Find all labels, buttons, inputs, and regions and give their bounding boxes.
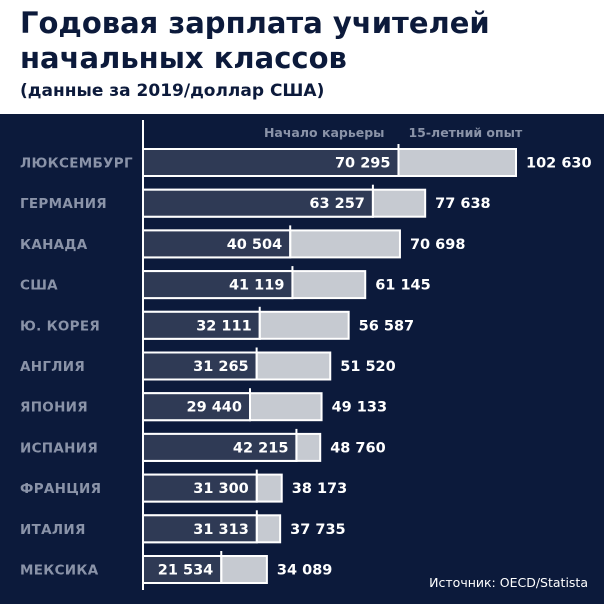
- value-label-start: 63 257: [309, 196, 365, 212]
- value-label-experience: 56 587: [359, 318, 415, 334]
- header: Годовая зарплата учителей начальных клас…: [0, 0, 604, 114]
- chart-panel: Начало карьеры 15-летний опыт ЛЮКСЕМБУРГ 70…: [0, 114, 604, 604]
- source-note: Источник: OECD/Statista: [429, 575, 588, 590]
- value-label-experience: 77 638: [435, 196, 491, 212]
- chart-title-line-1: Годовая зарплата учителей: [20, 6, 490, 40]
- value-label-start: 31 265: [193, 359, 249, 375]
- value-label-experience: 102 630: [526, 156, 592, 172]
- category-label: ЛЮКСЕМБУРГ: [20, 156, 133, 172]
- value-label-start: 31 300: [193, 481, 249, 497]
- legend-item-start: Начало карьеры: [264, 125, 385, 140]
- category-label: АНГЛИЯ: [20, 359, 85, 375]
- category-label: ЯПОНИЯ: [20, 400, 88, 416]
- value-label-start: 21 534: [158, 563, 214, 579]
- category-label: ИТАЛИЯ: [20, 522, 86, 538]
- bar-start: [142, 432, 298, 462]
- bar-start: [142, 555, 223, 584]
- value-label-start: 31 313: [193, 522, 249, 538]
- value-label-start: 29 440: [186, 400, 242, 416]
- category-label: США: [20, 278, 58, 294]
- value-label-experience: 38 173: [292, 481, 348, 497]
- legend-item-experience: 15-летний опыт: [408, 125, 522, 140]
- bar-start: [142, 188, 374, 218]
- value-label-experience: 37 735: [290, 522, 346, 538]
- bar-start: [142, 351, 258, 381]
- value-label-experience: 51 520: [340, 359, 396, 375]
- value-label-experience: 70 698: [410, 237, 466, 253]
- category-label: ГЕРМАНИЯ: [20, 196, 107, 212]
- value-label-experience: 61 145: [375, 278, 431, 294]
- value-label-experience: 48 760: [330, 440, 386, 456]
- bar-chart: Начало карьеры 15-летний опыт ЛЮКСЕМБУРГ 70…: [20, 120, 592, 590]
- value-label-start: 42 215: [233, 440, 289, 456]
- category-label: КАНАДА: [20, 237, 88, 253]
- value-label-start: 40 504: [227, 237, 283, 253]
- category-label: ИСПАНИЯ: [20, 440, 98, 456]
- category-label: МЕКСИКА: [20, 563, 99, 579]
- bar-start: [142, 514, 258, 544]
- value-label-start: 70 295: [335, 156, 391, 172]
- value-label-start: 41 119: [229, 278, 285, 294]
- bar-start: [142, 473, 258, 503]
- bar-start: [142, 229, 292, 259]
- value-label-experience: 34 089: [277, 563, 333, 579]
- value-label-start: 32 111: [196, 318, 252, 334]
- value-label-experience: 49 133: [332, 400, 388, 416]
- bar-start: [142, 392, 251, 422]
- chart-subtitle: (данные за 2019/доллар США): [20, 81, 325, 101]
- category-label: ФРАНЦИЯ: [20, 481, 101, 497]
- category-label: Ю. КОРЕЯ: [20, 318, 100, 334]
- bar-start: [142, 148, 400, 177]
- chart-title-line-2: начальных классов: [20, 41, 347, 75]
